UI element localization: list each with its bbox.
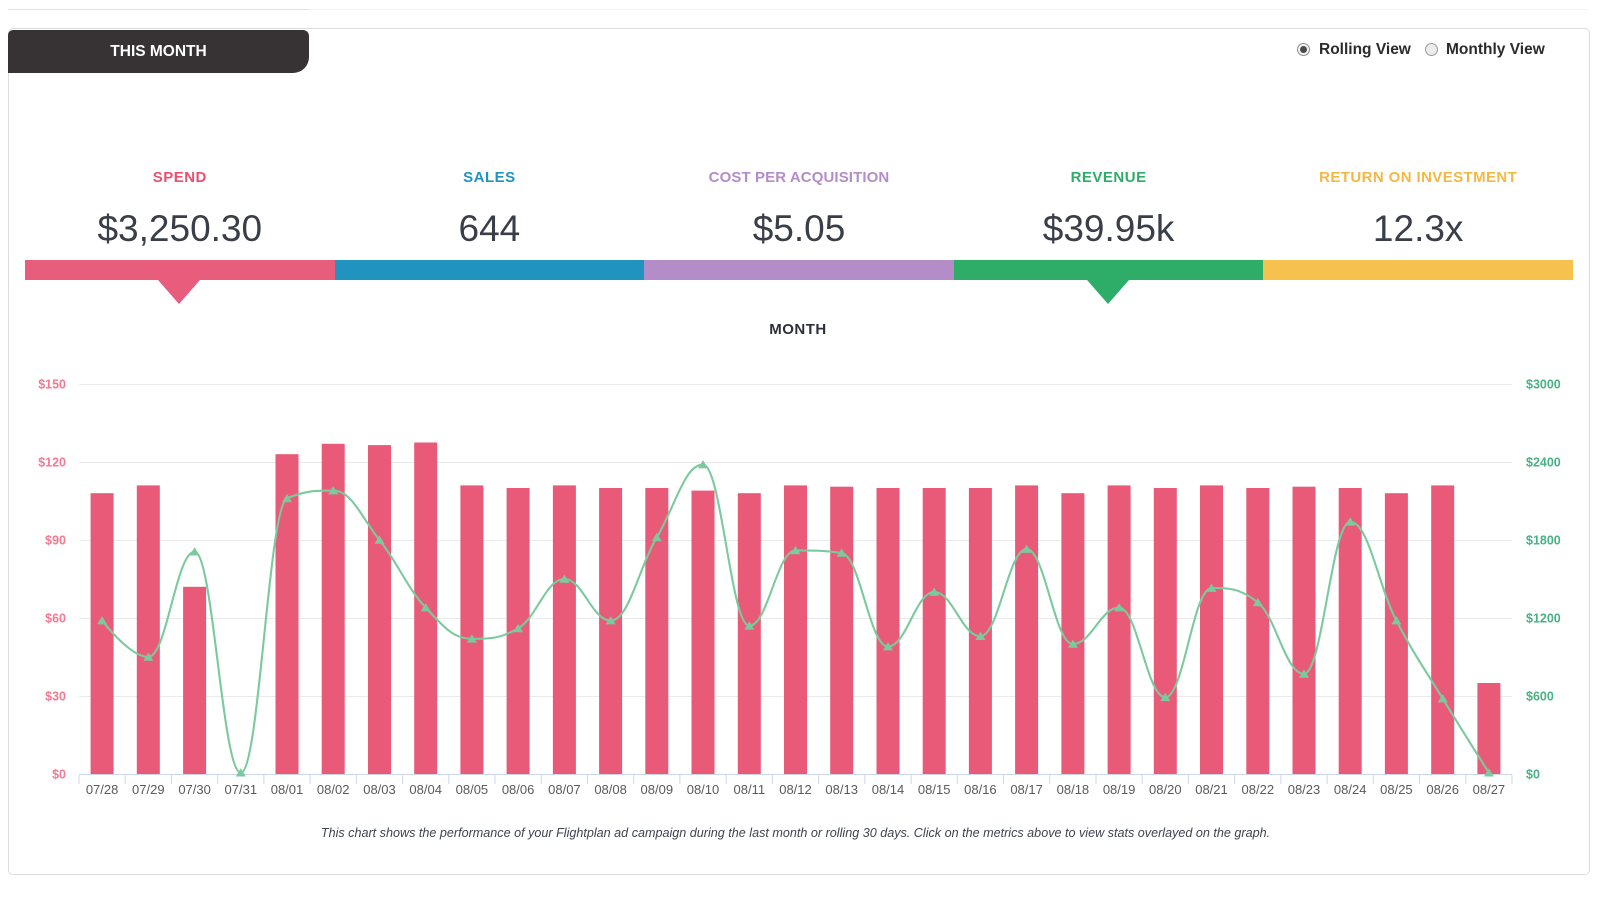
svg-text:08/13: 08/13 [825, 782, 858, 797]
svg-text:08/11: 08/11 [734, 782, 766, 797]
svg-text:08/22: 08/22 [1242, 782, 1275, 797]
svg-text:08/10: 08/10 [687, 782, 720, 797]
svg-text:08/15: 08/15 [918, 782, 951, 797]
svg-text:08/07: 08/07 [548, 782, 581, 797]
svg-text:$0: $0 [1526, 768, 1540, 782]
svg-text:08/03: 08/03 [363, 782, 396, 797]
svg-text:07/30: 07/30 [178, 782, 211, 797]
svg-text:08/24: 08/24 [1334, 782, 1367, 797]
svg-text:08/04: 08/04 [409, 782, 442, 797]
svg-text:08/14: 08/14 [872, 782, 905, 797]
svg-text:$2400: $2400 [1526, 456, 1561, 470]
svg-text:$90: $90 [45, 534, 66, 548]
svg-text:08/08: 08/08 [594, 782, 627, 797]
svg-text:08/25: 08/25 [1380, 782, 1413, 797]
svg-text:$120: $120 [38, 456, 66, 470]
svg-text:07/31: 07/31 [225, 782, 258, 797]
svg-text:$1800: $1800 [1526, 534, 1561, 548]
svg-text:08/18: 08/18 [1057, 782, 1090, 797]
svg-text:08/23: 08/23 [1288, 782, 1321, 797]
svg-text:08/01: 08/01 [271, 782, 304, 797]
svg-text:08/06: 08/06 [502, 782, 535, 797]
svg-text:08/05: 08/05 [456, 782, 489, 797]
svg-text:08/16: 08/16 [964, 782, 997, 797]
svg-text:08/09: 08/09 [641, 782, 674, 797]
svg-text:08/20: 08/20 [1149, 782, 1182, 797]
svg-text:08/21: 08/21 [1195, 782, 1228, 797]
svg-text:$1200: $1200 [1526, 612, 1561, 626]
svg-text:07/28: 07/28 [86, 782, 119, 797]
svg-text:08/19: 08/19 [1103, 782, 1136, 797]
svg-text:$150: $150 [38, 378, 66, 392]
svg-text:08/17: 08/17 [1010, 782, 1043, 797]
svg-text:08/27: 08/27 [1473, 782, 1506, 797]
svg-text:$3000: $3000 [1526, 378, 1561, 392]
svg-text:$0: $0 [52, 768, 66, 782]
svg-text:07/29: 07/29 [132, 782, 165, 797]
svg-text:08/26: 08/26 [1426, 782, 1459, 797]
svg-text:$30: $30 [45, 690, 66, 704]
svg-text:08/12: 08/12 [779, 782, 812, 797]
svg-text:$60: $60 [45, 612, 66, 626]
svg-text:08/02: 08/02 [317, 782, 350, 797]
svg-text:$600: $600 [1526, 690, 1554, 704]
